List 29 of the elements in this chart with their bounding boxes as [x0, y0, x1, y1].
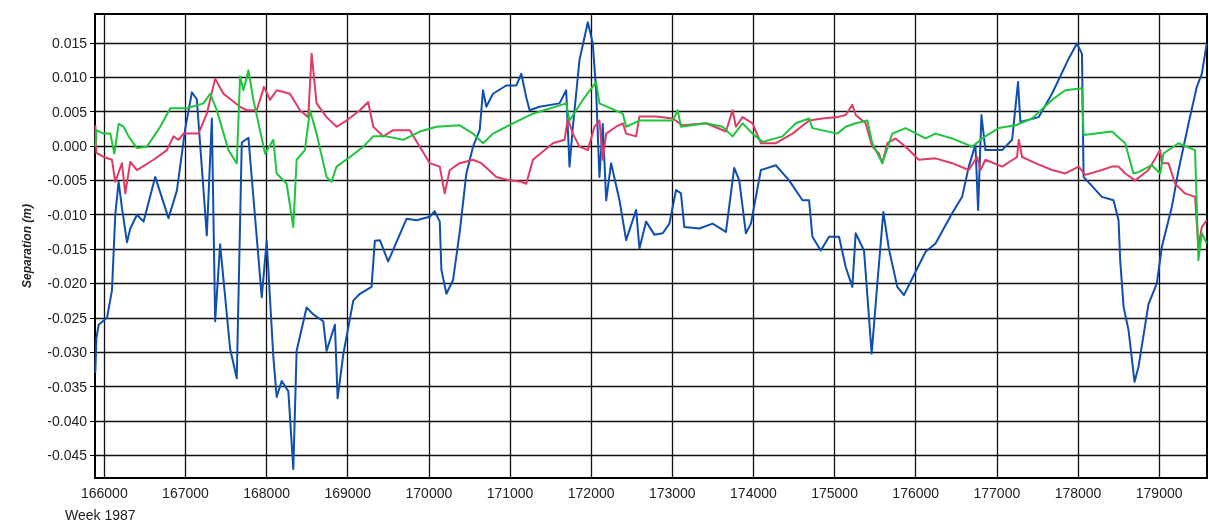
- x-tick-label: 171000: [486, 485, 534, 501]
- x-tick-label: 179000: [1135, 485, 1183, 501]
- x-tick-label: 178000: [1054, 485, 1102, 501]
- y-tick-label: -0.035: [47, 378, 88, 395]
- y-tick-label: -0.045: [47, 447, 88, 464]
- y-tick-label: 0.005: [51, 103, 88, 120]
- x-tick-label: 168000: [243, 485, 291, 501]
- x-tick-label: 167000: [162, 485, 210, 501]
- y-tick-label: -0.005: [47, 172, 88, 189]
- y-tick-label: -0.020: [47, 275, 88, 292]
- y-tick-label: 0.010: [51, 69, 88, 86]
- x-tick-label: 177000: [973, 485, 1021, 501]
- y-tick-label: 0.015: [51, 34, 88, 51]
- y-tick-label: -0.030: [47, 344, 88, 361]
- y-tick-label: -0.040: [47, 412, 88, 429]
- x-tick-label: 173000: [648, 485, 696, 501]
- y-tick-label: -0.015: [47, 241, 88, 258]
- y-tick-label: -0.025: [47, 309, 88, 326]
- y-axis-title: Separation (m): [20, 203, 34, 289]
- x-tick-label: 174000: [730, 485, 778, 501]
- x-tick-label: 176000: [892, 485, 940, 501]
- x-tick-label: 172000: [567, 485, 615, 501]
- y-tick-label: 0.000: [51, 137, 88, 154]
- y-tick-label: -0.010: [47, 206, 88, 223]
- x-tick-label: 169000: [324, 485, 372, 501]
- x-tick-label: 170000: [405, 485, 453, 501]
- x-axis-title: Week 1987: [65, 507, 136, 523]
- x-tick-label: 175000: [811, 485, 859, 501]
- x-tick-label: 166000: [80, 485, 128, 501]
